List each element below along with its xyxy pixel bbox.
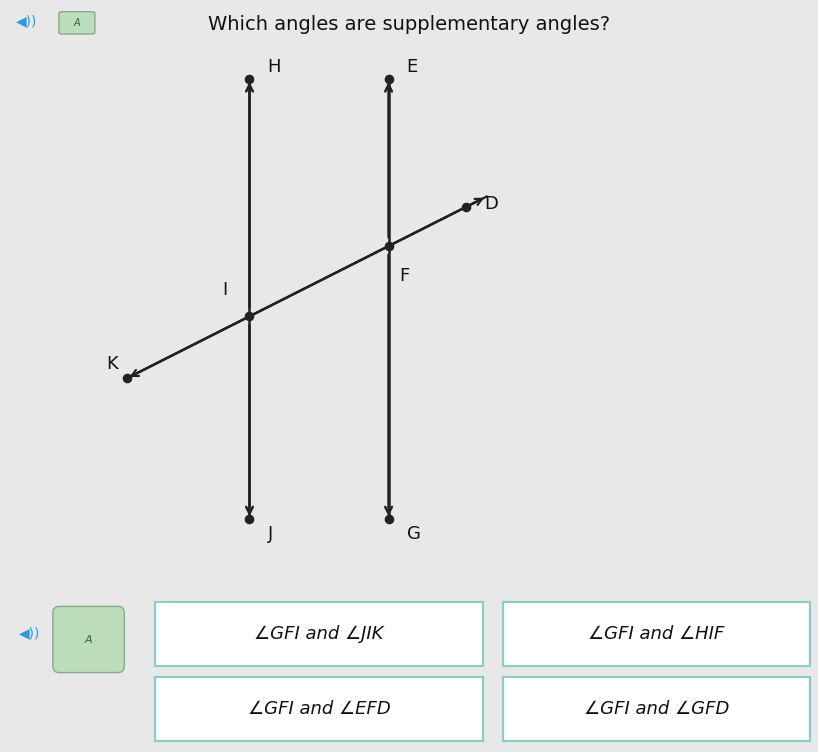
- Text: A: A: [74, 18, 80, 28]
- Text: A: A: [85, 635, 92, 644]
- Point: [382, 513, 395, 525]
- Text: G: G: [407, 525, 420, 543]
- Text: H: H: [267, 58, 281, 76]
- Text: ∠GFI and ∠HIF: ∠GFI and ∠HIF: [588, 625, 725, 642]
- Point: [382, 73, 395, 85]
- Text: ∠GFI and ∠JIK: ∠GFI and ∠JIK: [254, 625, 384, 642]
- Point: [243, 73, 256, 85]
- Text: E: E: [407, 58, 418, 76]
- Text: ∠GFI and ∠GFD: ∠GFI and ∠GFD: [584, 700, 729, 717]
- Point: [120, 372, 133, 384]
- Text: K: K: [106, 355, 118, 373]
- Text: ∠GFI and ∠EFD: ∠GFI and ∠EFD: [248, 700, 390, 717]
- Text: J: J: [267, 525, 272, 543]
- Text: I: I: [222, 280, 228, 299]
- Point: [243, 513, 256, 525]
- FancyBboxPatch shape: [53, 606, 124, 672]
- FancyBboxPatch shape: [59, 12, 95, 34]
- Point: [382, 240, 395, 252]
- Text: ◀)): ◀)): [19, 626, 40, 640]
- Text: ◀)): ◀)): [16, 14, 38, 29]
- Point: [460, 201, 473, 213]
- Text: Which angles are supplementary angles?: Which angles are supplementary angles?: [208, 14, 610, 34]
- Text: D: D: [484, 195, 498, 213]
- Text: F: F: [399, 267, 410, 284]
- Point: [243, 311, 256, 323]
